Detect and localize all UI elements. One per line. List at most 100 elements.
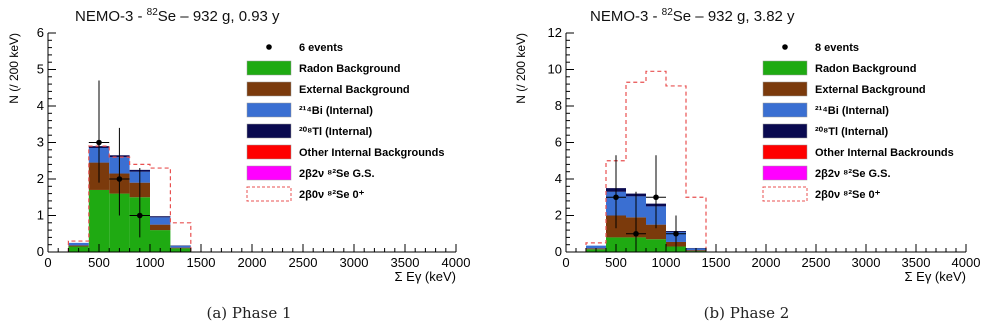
y-tick-label: 4 [37,98,44,113]
data-point [116,176,123,182]
legend-swatch-g2b2n [762,165,808,181]
legend-label-other: Other Internal Backrounds [815,147,954,159]
legend-swatch-tl208 [246,123,292,139]
x-tick-label: 3500 [391,255,420,270]
legend-label-bi214: ²¹⁴Bi (Internal) [299,105,373,117]
x-tick-label: 500 [88,255,110,270]
legend-swatch-other [246,144,292,160]
y-tick-label: 5 [37,62,44,77]
legend-label-external: External Background [815,84,926,96]
legend-label-g2b2n: 2β2ν ⁸²Se G.S. [299,168,375,180]
legend-swatch-external [762,81,808,97]
chart-phase-1: NEMO-3 - 82Se – 932 g, 0.93 y 0 1 2 3 4 5 6 0 500… [7,7,471,284]
y-tick-label: 2 [555,208,562,223]
legend-label-bi214: ²¹⁴Bi (Internal) [815,105,889,117]
chart-title: NEMO-3 - 82Se – 932 g, 0.93 y [75,7,280,25]
x-tick-label: 3000 [340,255,369,270]
legend-swatch-external [246,81,292,97]
data-point [96,139,102,146]
legend-label-g2b2n: 2β2ν ⁸²Se G.S. [815,168,891,180]
x-axis-label: Σ Eγ (keV) [395,269,457,284]
legend-swatch-bi214 [762,102,808,118]
legend-swatch-radon [246,60,292,76]
caption-tag: (b) [703,304,725,322]
x-tick-label: 4000 [952,255,981,270]
x-tick-label: 2500 [802,255,831,270]
bar-external [150,224,171,231]
legend-label-radon: Radon Background [815,63,916,75]
signal-0v-outline [67,145,192,252]
data-point [633,230,639,237]
legend-label-tl208: ²⁰⁸Tl (Internal) [299,126,372,138]
caption-text: Phase 1 [231,304,292,322]
x-tick-label: 1000 [652,255,681,270]
y-tick-label: 1 [37,208,44,223]
bar-radon [109,193,130,252]
signal-0v-outline [585,70,707,252]
caption-phase-2: (b) Phase 2 [498,304,995,322]
y-tick-label: 8 [555,98,562,113]
bar-bi214 [150,217,171,225]
y-tick-label: 3 [37,135,44,150]
data-point [137,212,143,219]
legend-swatch-other [762,144,808,160]
legend-data-marker [266,44,272,50]
legend-swatch-tl208 [762,123,808,139]
x-tick-label: 1000 [136,255,165,270]
data-point [613,194,619,201]
legend-swatch-g2b2n [246,165,292,181]
chart-title: NEMO-3 - 82Se – 932 g, 3.82 y [590,7,795,25]
x-tick-label: 1500 [187,255,216,270]
bar-radon [88,189,110,252]
y-tick-label: 2 [37,171,44,186]
caption-phase-1: (a) Phase 1 [0,304,498,322]
y-tick-label: 12 [548,25,562,40]
legend-swatch-g0n [762,186,808,202]
legend-label-external: External Background [299,84,410,96]
bar-bi214 [68,242,89,246]
bar-bi214 [586,245,606,249]
x-tick-label: 0 [562,255,569,270]
y-tick-label: 4 [555,171,562,186]
legend-label-radon: Radon Background [299,63,400,75]
bar-external [646,224,666,240]
y-axis-label: N (/ 200 keV) [514,33,528,104]
y-tick-label: 0 [37,244,44,259]
chart-phase-2: NEMO-3 - 82Se – 932 g, 3.82 y 0 2 4 6 8 10 12 0 5… [514,7,981,284]
x-axis-label: Σ Eγ (keV) [905,269,967,284]
y-tick-label: 10 [548,62,562,77]
x-tick-label: 1500 [702,255,731,270]
y-tick-label: 6 [37,25,44,40]
legend-label-data: 8 events [815,42,859,54]
bar-external [170,247,191,249]
legend-data-marker [782,44,788,50]
y-tick-label: 0 [555,244,562,259]
x-tick-label: 0 [44,255,51,270]
legend-swatch-bi214 [246,102,292,118]
x-tick-label: 500 [605,255,627,270]
bar-bi214 [170,245,191,248]
y-tick-label: 6 [555,135,562,150]
data-point [673,230,679,237]
x-tick-label: 4000 [442,255,471,270]
caption-text: Phase 2 [729,304,790,322]
y-axis-label: N (/ 200 keV) [7,33,21,104]
chart-panel-phase-1: NEMO-3 - 82Se – 932 g, 0.93 y 0 1 2 3 4 5 6 0 500… [0,7,498,322]
x-tick-label: 2000 [238,255,267,270]
bar-radon [150,230,171,252]
x-tick-label: 2500 [289,255,318,270]
legend-swatch-g0n [246,186,292,202]
legend-label-tl208: ²⁰⁸Tl (Internal) [815,126,888,138]
legend-label-g0n: 2β0ν ⁸²Se 0⁺ [815,189,881,201]
data-point [653,194,659,201]
bar-external [68,245,89,247]
legend-label-g0n: 2β0ν ⁸²Se 0⁺ [299,189,365,201]
x-tick-label: 2000 [752,255,781,270]
legend-label-data: 6 events [299,42,343,54]
x-tick-label: 3000 [852,255,881,270]
legend-label-other: Other Internal Backgrounds [299,147,444,159]
chart-panel-phase-2: NEMO-3 - 82Se – 932 g, 3.82 y 0 2 4 6 8 10 12 0 5… [498,0,995,334]
bar-radon [646,239,666,252]
bar-tl208 [150,216,171,218]
x-tick-label: 3500 [902,255,931,270]
